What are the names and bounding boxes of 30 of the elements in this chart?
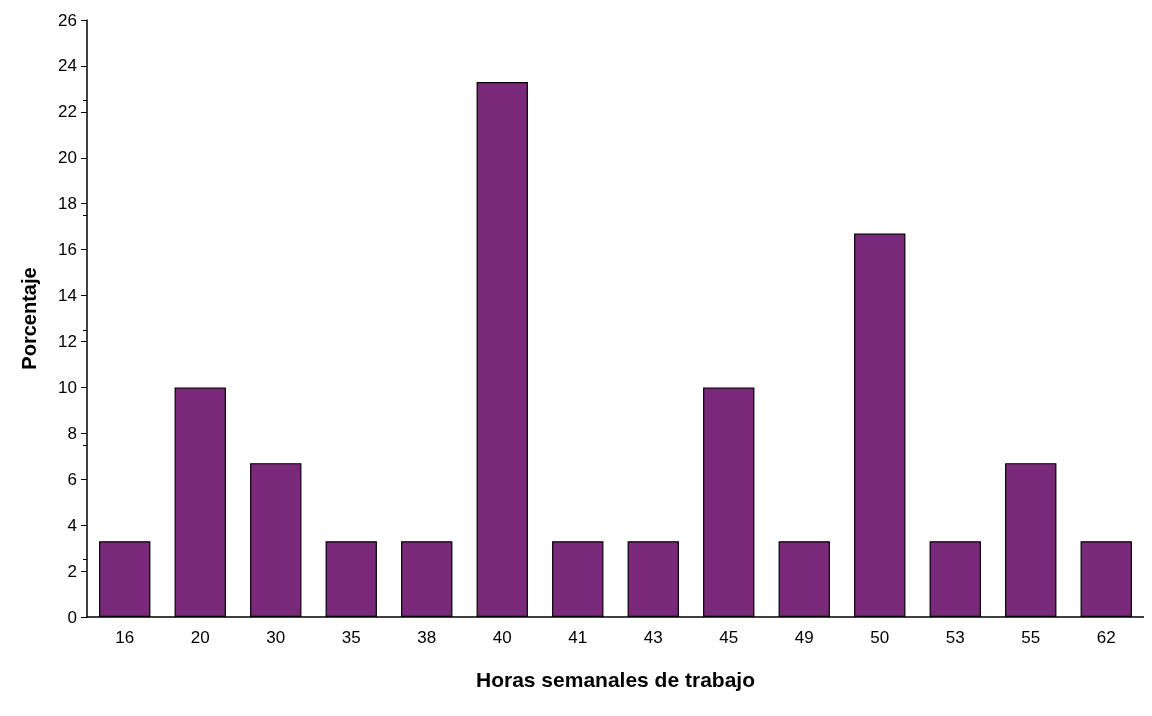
x-tick-label: 38 (417, 628, 437, 647)
x-tick-label: 30 (266, 628, 286, 647)
y-tick-label: 4 (67, 515, 77, 535)
x-tick-label: 50 (870, 628, 890, 647)
y-tick-label: 14 (58, 286, 77, 306)
y-tick-label: 0 (67, 607, 77, 627)
x-tick-label: 53 (945, 628, 965, 647)
x-tick-label: 45 (719, 628, 739, 647)
x-tick-label: 62 (1096, 628, 1116, 647)
y-tick-label: 6 (67, 469, 77, 489)
y-tick-label: 26 (58, 10, 77, 30)
x-tick-label: 35 (341, 628, 361, 647)
y-tick-label: 20 (58, 148, 77, 168)
x-tick-label: 20 (190, 628, 210, 647)
x-tick-label: 55 (1021, 628, 1041, 647)
y-tick-label: 2 (67, 561, 77, 581)
y-tick-label: 12 (58, 331, 77, 351)
x-tick-label: 49 (794, 628, 814, 647)
y-tick-label: 22 (58, 102, 77, 122)
x-tick-label: 41 (568, 628, 588, 647)
y-tick-label: 16 (58, 240, 77, 260)
x-tick-label: 16 (115, 628, 135, 647)
x-axis-title: Horas semanales de trabajo (476, 668, 755, 691)
y-tick-label: 8 (67, 423, 77, 443)
y-tick-label: 10 (58, 377, 77, 397)
y-axis-title: Porcentaje (18, 267, 40, 370)
x-tick-label: 40 (492, 628, 512, 647)
y-tick-label: 24 (58, 56, 77, 76)
x-tick-label: 43 (643, 628, 663, 647)
y-tick-label: 18 (58, 194, 77, 214)
